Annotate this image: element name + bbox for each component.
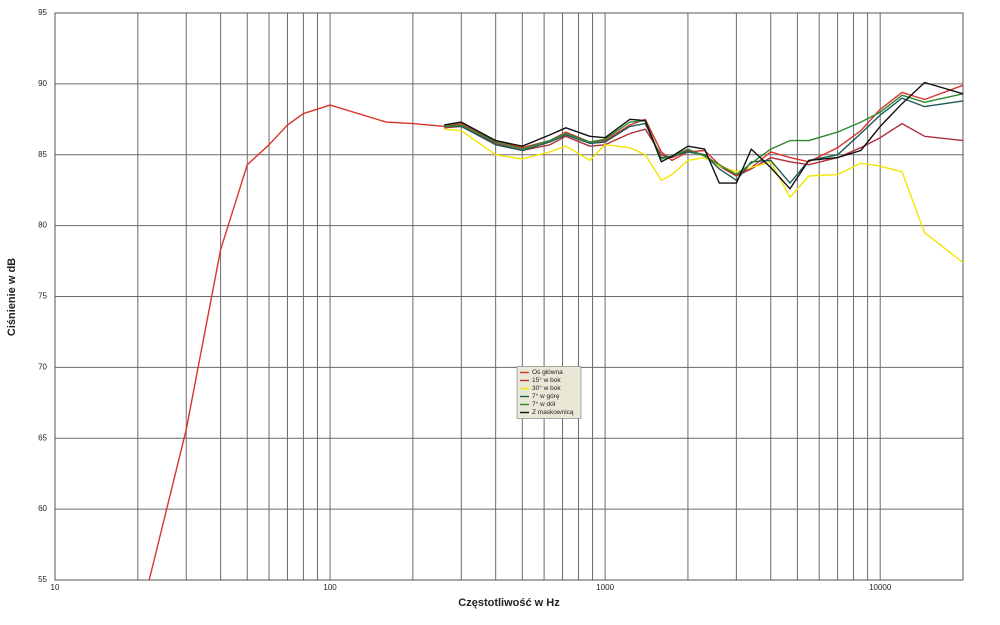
x-tick-label: 1000 (596, 583, 614, 592)
y-tick-label: 90 (38, 79, 47, 88)
y-tick-label: 80 (38, 221, 47, 230)
series-line (444, 81, 964, 190)
legend-label: Oś główna (532, 369, 563, 376)
legend-label: Z maskownicą (532, 409, 574, 416)
y-tick-label: 85 (38, 150, 47, 159)
y-tick-label: 65 (38, 433, 47, 442)
y-tick-label: 70 (38, 362, 47, 371)
y-tick-label: 55 (38, 575, 47, 584)
x-tick-label: 10 (51, 583, 60, 592)
x-axis-label: Częstotliwość w Hz (458, 597, 560, 609)
y-axis-label: Ciśnienie w dB (6, 258, 18, 336)
plot-border (54, 12, 964, 581)
x-tick-label: 10000 (869, 583, 892, 592)
y-tick-label: 60 (38, 504, 47, 513)
legend-label: 7° w górę (532, 392, 560, 400)
series-line (444, 93, 964, 176)
y-tick-label: 95 (38, 8, 47, 17)
series-line (444, 128, 964, 264)
legend-label: 7° w dół (532, 400, 556, 408)
series-line (148, 84, 964, 581)
legend-box (516, 366, 582, 419)
legend-label: 30° w bok (532, 384, 561, 392)
x-tick-label: 100 (323, 583, 337, 592)
y-tick-label: 75 (38, 292, 47, 301)
legend-label: 15° w bok (532, 376, 561, 384)
